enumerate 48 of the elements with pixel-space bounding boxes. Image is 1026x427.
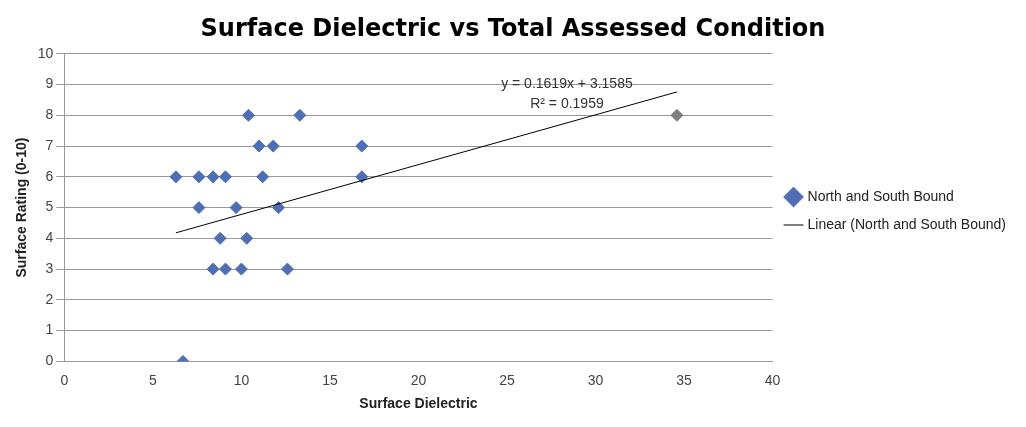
point (192, 170, 206, 184)
point (169, 170, 183, 184)
point (252, 139, 266, 153)
point (293, 108, 307, 122)
y-tick-label: 2 (45, 290, 54, 307)
y-tick-label: 4 (45, 229, 54, 246)
x-tick-label: 35 (676, 371, 693, 388)
point (206, 262, 220, 276)
x-tick-label: 25 (499, 371, 515, 388)
y-tick-label: 1 (45, 321, 54, 338)
point (234, 262, 248, 276)
point (280, 262, 294, 276)
point (266, 139, 280, 153)
legend-label: Linear (North and South Bound) (807, 215, 1007, 232)
x-tick-label: 0 (60, 371, 69, 388)
legend-label: North and South Bound (807, 187, 954, 204)
point (242, 108, 255, 122)
point (355, 170, 369, 184)
x-tick-label: 10 (233, 371, 250, 388)
x-tick-label: 15 (322, 371, 338, 388)
annotation: y = 0.1619x + 3.1585 (501, 74, 633, 91)
y-tick-label: 8 (45, 106, 54, 123)
point (213, 231, 227, 245)
annotation: R² = 0.1959 (530, 94, 604, 111)
y-tick-label: 10 (37, 44, 54, 61)
y-tick-label: 0 (45, 352, 54, 369)
x-tick-label: 20 (410, 371, 427, 388)
x-axis-title: Surface Dielectric (359, 395, 478, 412)
x-tick-label: 5 (148, 371, 157, 388)
x-tick-label: 30 (587, 371, 604, 388)
y-axis-title: Surface Rating (0-10) (13, 137, 30, 278)
point (670, 108, 684, 122)
point (355, 139, 369, 153)
point (218, 262, 232, 276)
chart-title: Surface Dielectric vs Total Assessed Condition (200, 13, 826, 42)
y-tick-label: 6 (45, 167, 54, 184)
y-tick-label: 9 (45, 75, 54, 92)
y-tick-label: 7 (45, 136, 54, 153)
y-tick-label: 5 (45, 198, 54, 215)
point (218, 170, 232, 184)
y-tick-label: 3 (45, 259, 54, 276)
point (240, 231, 254, 245)
point (229, 201, 243, 215)
point (192, 201, 206, 215)
point (206, 170, 220, 184)
point (272, 201, 286, 215)
point (256, 170, 270, 184)
x-tick-label: 40 (764, 371, 781, 388)
